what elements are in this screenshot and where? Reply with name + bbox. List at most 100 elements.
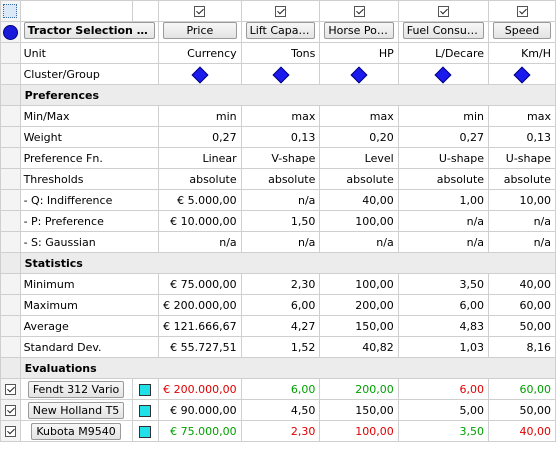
preference-row-value[interactable]: € 5.000,00 bbox=[158, 189, 242, 211]
alternative-name-cell[interactable]: Kubota M9540 bbox=[19, 420, 133, 442]
preference-row-value[interactable]: absolute bbox=[397, 168, 490, 190]
preference-row-value[interactable]: max bbox=[319, 105, 399, 127]
criterion-enable-cell[interactable] bbox=[488, 0, 556, 22]
preference-row-value[interactable]: min bbox=[397, 105, 490, 127]
preference-row-value[interactable]: 100,00 bbox=[319, 210, 399, 232]
preference-row-value[interactable]: n/a bbox=[488, 210, 556, 232]
preference-row-value[interactable]: absolute bbox=[158, 168, 242, 190]
preference-row-value[interactable]: € 10.000,00 bbox=[158, 210, 242, 232]
alternative-checkbox-cell[interactable] bbox=[0, 378, 21, 400]
preference-row-value[interactable]: Level bbox=[319, 147, 399, 169]
cluster-group-cell[interactable] bbox=[488, 63, 556, 85]
preference-row-value[interactable]: V-shape bbox=[240, 147, 321, 169]
preference-row-value[interactable]: 40,00 bbox=[319, 189, 399, 211]
evaluation-value[interactable]: 150,00 bbox=[319, 399, 399, 421]
criterion-enable-checkbox[interactable] bbox=[437, 6, 449, 17]
preference-row-value[interactable]: n/a bbox=[240, 189, 321, 211]
preference-row-value[interactable]: 1,50 bbox=[240, 210, 321, 232]
criterion-header-cell[interactable]: Horse Power bbox=[319, 21, 399, 43]
preference-row-value[interactable]: n/a bbox=[319, 231, 399, 253]
preference-row-value[interactable]: n/a bbox=[397, 231, 490, 253]
preference-row-value[interactable]: max bbox=[240, 105, 321, 127]
preference-row-value[interactable]: Linear bbox=[158, 147, 242, 169]
preference-row-value[interactable]: absolute bbox=[319, 168, 399, 190]
criterion-header-cell[interactable]: Price bbox=[158, 21, 242, 43]
preference-row-value[interactable]: n/a bbox=[397, 210, 490, 232]
alternative-name-button[interactable]: New Holland T5 bbox=[27, 401, 125, 419]
evaluation-value[interactable]: 50,00 bbox=[488, 399, 556, 421]
criterion-header-cell[interactable]: Fuel Consum... bbox=[397, 21, 490, 43]
preference-row-value[interactable]: n/a bbox=[240, 231, 321, 253]
unit-value[interactable]: Tons bbox=[240, 42, 321, 64]
select-all-box[interactable] bbox=[3, 4, 18, 18]
criterion-button[interactable]: Lift Capacity bbox=[245, 22, 316, 39]
cluster-group-cell[interactable] bbox=[158, 63, 242, 85]
preference-row-value[interactable]: n/a bbox=[158, 231, 242, 253]
cluster-diamond-icon[interactable] bbox=[272, 66, 290, 83]
preference-row-value[interactable]: 1,00 bbox=[397, 189, 490, 211]
cluster-diamond-icon[interactable] bbox=[513, 66, 531, 83]
evaluation-value[interactable]: € 200.000,00 bbox=[158, 378, 242, 400]
alternative-checkbox[interactable] bbox=[4, 426, 16, 437]
alternative-color-swatch[interactable] bbox=[139, 383, 152, 396]
alternative-checkbox[interactable] bbox=[4, 384, 16, 395]
preference-row-value[interactable]: n/a bbox=[488, 231, 556, 253]
alternative-color-cell[interactable] bbox=[131, 378, 160, 400]
unit-value[interactable]: L/Decare bbox=[397, 42, 490, 64]
criterion-enable-checkbox[interactable] bbox=[516, 6, 528, 17]
cluster-diamond-icon[interactable] bbox=[434, 66, 452, 83]
alternative-name-cell[interactable]: Fendt 312 Vario bbox=[19, 378, 133, 400]
alternative-color-cell[interactable] bbox=[131, 399, 160, 421]
alternative-checkbox[interactable] bbox=[4, 405, 16, 416]
preference-row-value[interactable]: absolute bbox=[488, 168, 556, 190]
evaluation-value[interactable]: 200,00 bbox=[319, 378, 399, 400]
criterion-enable-cell[interactable] bbox=[240, 0, 321, 22]
criterion-header-cell[interactable]: Lift Capacity bbox=[240, 21, 321, 43]
unit-value[interactable]: Currency bbox=[158, 42, 242, 64]
criterion-button[interactable]: Fuel Consum... bbox=[402, 22, 485, 39]
scenario-title-cell[interactable]: Tractor Selection S... bbox=[19, 21, 160, 43]
criterion-enable-cell[interactable] bbox=[158, 0, 242, 22]
alternative-name-cell[interactable]: New Holland T5 bbox=[19, 399, 133, 421]
evaluation-value[interactable]: 60,00 bbox=[488, 378, 556, 400]
preference-row-value[interactable]: 0,13 bbox=[240, 126, 321, 148]
preference-row-value[interactable]: U-shape bbox=[488, 147, 556, 169]
cluster-group-cell[interactable] bbox=[319, 63, 399, 85]
criterion-button[interactable]: Horse Power bbox=[324, 22, 394, 39]
preference-row-value[interactable]: 10,00 bbox=[488, 189, 556, 211]
criterion-button[interactable]: Speed bbox=[493, 22, 551, 39]
evaluation-value[interactable]: 5,00 bbox=[397, 399, 490, 421]
evaluation-value[interactable]: 2,30 bbox=[240, 420, 321, 442]
criterion-header-cell[interactable]: Speed bbox=[488, 21, 556, 43]
evaluation-value[interactable]: 40,00 bbox=[488, 420, 556, 442]
preference-row-value[interactable]: U-shape bbox=[397, 147, 490, 169]
preference-row-value[interactable]: 0,13 bbox=[488, 126, 556, 148]
cluster-group-cell[interactable] bbox=[397, 63, 490, 85]
alternative-color-cell[interactable] bbox=[131, 420, 160, 442]
evaluation-value[interactable]: 6,00 bbox=[240, 378, 321, 400]
evaluation-value[interactable]: 3,50 bbox=[397, 420, 490, 442]
preference-row-value[interactable]: 0,27 bbox=[158, 126, 242, 148]
scenario-title-button[interactable]: Tractor Selection S... bbox=[23, 22, 156, 39]
alternative-color-swatch[interactable] bbox=[139, 425, 152, 438]
evaluation-value[interactable]: 6,00 bbox=[397, 378, 490, 400]
evaluation-value[interactable]: € 90.000,00 bbox=[158, 399, 242, 421]
alternative-name-button[interactable]: Fendt 312 Vario bbox=[27, 380, 125, 398]
cluster-group-cell[interactable] bbox=[240, 63, 321, 85]
alternative-checkbox-cell[interactable] bbox=[0, 420, 21, 442]
criterion-enable-cell[interactable] bbox=[319, 0, 399, 22]
criterion-enable-cell[interactable] bbox=[397, 0, 490, 22]
evaluation-value[interactable]: € 75.000,00 bbox=[158, 420, 242, 442]
preference-row-value[interactable]: max bbox=[488, 105, 556, 127]
select-all-cell[interactable] bbox=[0, 0, 21, 22]
criterion-button[interactable]: Price bbox=[163, 22, 237, 39]
alternative-color-swatch[interactable] bbox=[139, 404, 152, 417]
alternative-name-button[interactable]: Kubota M9540 bbox=[31, 422, 121, 440]
evaluation-value[interactable]: 100,00 bbox=[319, 420, 399, 442]
evaluation-value[interactable]: 4,50 bbox=[240, 399, 321, 421]
criterion-enable-checkbox[interactable] bbox=[353, 6, 365, 17]
alternative-checkbox-cell[interactable] bbox=[0, 399, 21, 421]
criterion-enable-checkbox[interactable] bbox=[275, 6, 287, 17]
preference-row-value[interactable]: 0,27 bbox=[397, 126, 490, 148]
preference-row-value[interactable]: min bbox=[158, 105, 242, 127]
